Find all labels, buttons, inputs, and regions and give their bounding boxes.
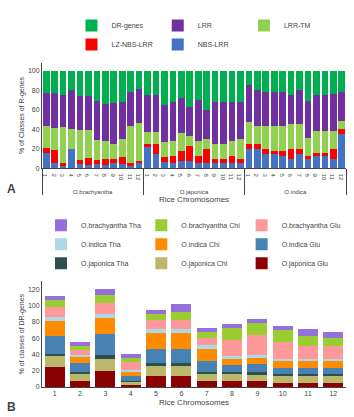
svg-text:12: 12 [338,174,344,181]
svg-text:O.japonica: O.japonica [180,189,209,195]
svg-text:O.japonica Chi: O.japonica Chi [181,260,227,268]
svg-text:O.indica Glu: O.indica Glu [282,241,321,248]
svg-text:7: 7 [296,174,302,178]
svg-text:Rice Chromosomes: Rice Chromosomes [159,398,229,407]
svg-text:LRR-TM: LRR-TM [284,22,311,29]
svg-text:10: 10 [220,174,226,181]
svg-text:0: 0 [36,383,40,390]
svg-text:2: 2 [51,174,57,178]
svg-text:8: 8 [203,174,209,178]
svg-text:3: 3 [59,174,65,178]
svg-text:A: A [7,182,16,196]
svg-text:% of Classes of R-genes: % of Classes of R-genes [18,77,26,155]
svg-text:1: 1 [245,174,251,178]
svg-text:3: 3 [262,174,268,178]
svg-text:4: 4 [169,174,175,178]
svg-text:9: 9 [255,390,259,397]
svg-text:5: 5 [279,174,285,178]
svg-text:% of classes of DR-genes: % of classes of DR-genes [18,293,26,374]
svg-text:5: 5 [154,390,158,397]
svg-text:7: 7 [93,174,99,178]
svg-text:12: 12 [135,174,141,181]
svg-text:10: 10 [279,390,287,397]
svg-text:4: 4 [129,390,133,397]
svg-text:11: 11 [329,174,335,181]
svg-text:3: 3 [160,174,166,178]
svg-text:O.indica: O.indica [284,189,307,195]
svg-text:1: 1 [144,174,150,178]
svg-text:1: 1 [53,390,57,397]
svg-text:7: 7 [205,390,209,397]
svg-text:12: 12 [329,390,337,397]
svg-text:20: 20 [32,145,40,152]
svg-text:2: 2 [253,174,259,178]
svg-text:11: 11 [228,174,234,181]
svg-text:2: 2 [152,174,158,178]
svg-text:B: B [7,400,16,414]
svg-text:40: 40 [32,351,40,358]
svg-text:Rice Chromosomes: Rice Chromosomes [159,195,229,204]
svg-text:8: 8 [101,174,107,178]
svg-text:60: 60 [32,106,40,113]
svg-text:LRR: LRR [198,22,212,29]
svg-text:12: 12 [236,174,242,181]
svg-text:9: 9 [110,174,116,178]
svg-text:11: 11 [127,174,133,181]
svg-text:6: 6 [186,174,192,178]
svg-text:4: 4 [270,174,276,178]
svg-text:1: 1 [42,174,48,178]
svg-text:8: 8 [230,390,234,397]
svg-text:6: 6 [84,174,90,178]
svg-text:11: 11 [304,390,311,397]
svg-text:5: 5 [177,174,183,178]
svg-text:DR-genes: DR-genes [112,22,144,30]
svg-text:3: 3 [103,390,107,397]
svg-text:O.brachyantha: O.brachyantha [73,189,113,195]
svg-text:0: 0 [36,165,40,172]
svg-text:40: 40 [32,126,40,133]
svg-text:6: 6 [179,390,183,397]
svg-text:9: 9 [312,174,318,178]
svg-text:O.japonica Tha: O.japonica Tha [81,260,128,268]
svg-text:120: 120 [28,286,40,293]
svg-text:20: 20 [32,367,40,374]
svg-text:100: 100 [28,67,40,74]
svg-text:O.indica Chi: O.indica Chi [181,241,220,248]
svg-text:2: 2 [78,390,82,397]
svg-text:4: 4 [68,174,74,178]
svg-text:100: 100 [28,302,40,309]
svg-text:80: 80 [32,87,40,94]
svg-text:NBS-LRR: NBS-LRR [198,41,229,48]
svg-text:7: 7 [194,174,200,178]
svg-text:O.japonica Glu: O.japonica Glu [282,260,328,268]
svg-text:O.brachyantha Chi: O.brachyantha Chi [181,222,240,230]
svg-text:O.indica Tha: O.indica Tha [81,241,121,248]
svg-text:O.brachyantha Glu: O.brachyantha Glu [282,222,341,230]
svg-text:O.brachyantha Tha: O.brachyantha Tha [81,222,141,230]
svg-text:6: 6 [287,174,293,178]
svg-text:5: 5 [76,174,82,178]
svg-text:60: 60 [32,335,40,342]
svg-text:LZ-NBS-LRR: LZ-NBS-LRR [112,41,153,48]
svg-text:10: 10 [321,174,327,181]
svg-text:80: 80 [32,318,40,325]
svg-text:9: 9 [211,174,217,178]
svg-text:8: 8 [304,174,310,178]
svg-text:10: 10 [118,174,124,181]
